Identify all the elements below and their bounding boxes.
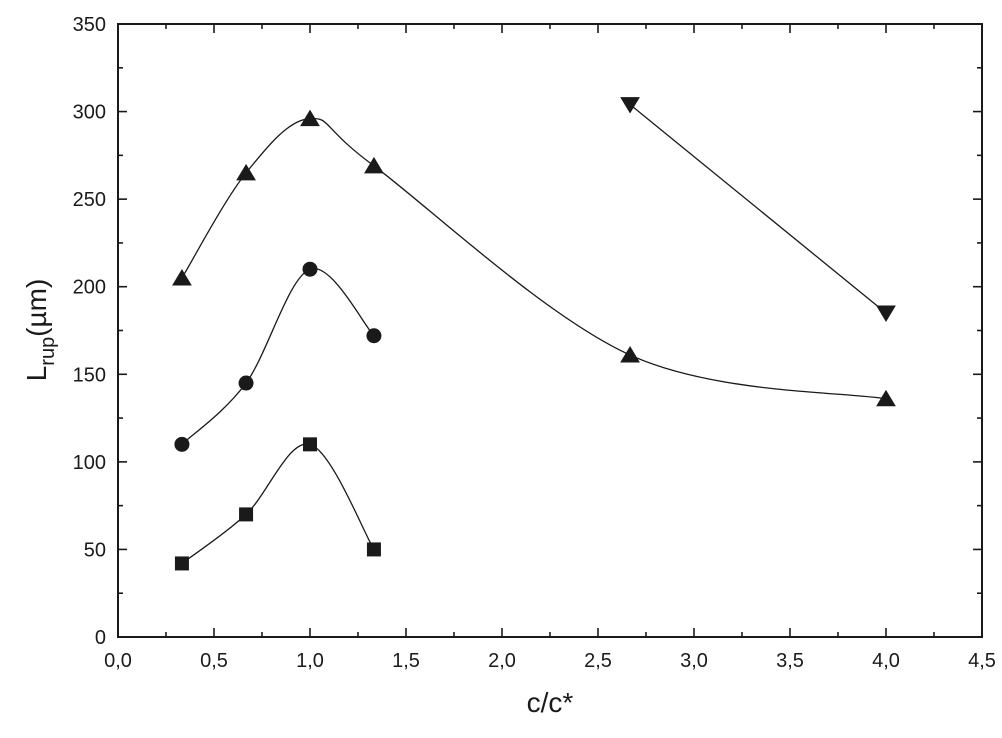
x-tick-label: 3,0 [680,650,708,672]
y-tick-label: 300 [73,102,106,124]
plot-frame [117,23,983,638]
data-point-triangle-up [300,109,320,127]
data-point-square [303,437,317,452]
data-point-triangle-down [620,97,640,114]
data-point-triangle-up [620,346,640,363]
y-tick-label: 0 [95,627,106,649]
x-tick-label: 2,5 [584,650,612,672]
data-point-circle [366,328,382,344]
x-tick-label: 1,5 [392,650,420,672]
data-point-square [174,556,189,571]
ticks-layer [117,23,983,638]
x-axis-title: c/c* [527,687,574,718]
y-axis-title-unit: (µm) [21,279,52,337]
x-tick-label: 0,0 [104,650,132,672]
x-tick-label: 1,0 [296,650,324,672]
data-point-circle [302,261,318,277]
data-point-circle [238,375,254,391]
data-point-triangle-up [236,163,256,181]
x-tick-label: 2,0 [488,650,516,672]
series-curve-circle [181,268,375,445]
y-tick-label: 100 [73,452,106,474]
y-axis-title-main: L [21,366,52,382]
y-tick-label: 150 [73,364,106,386]
series-curve-triangle-up [181,117,887,400]
data-point-triangle-up [172,268,192,286]
data-point-square [239,507,254,522]
data-point-circle [174,436,190,452]
data-point-triangle-up [364,156,384,174]
data-point-triangle-down [876,305,896,322]
x-tick-label: 0,5 [200,650,228,672]
y-tick-label: 250 [73,189,106,211]
y-tick-label: 350 [73,14,106,36]
y-tick-label: 50 [84,539,106,561]
x-tick-label: 4,0 [872,650,900,672]
tick-labels-layer: 0,0 0,5 1,0 1,5 2,0 2,5 3,0 3,5 4,0 4,5 0 50 100 150 2… [73,14,996,672]
x-tick-label: 4,5 [968,650,996,672]
series-curve-triangle-down [629,104,887,314]
curves-layer [181,104,887,564]
y-tick-label: 200 [73,277,106,299]
data-point-square [366,542,381,557]
y-axis-title-subscript: rup [37,337,59,366]
markers-layer [172,97,896,571]
data-point-triangle-up [876,389,896,407]
x-tick-label: 3,5 [776,650,804,672]
y-axis-title: Lrup(µm) [21,279,59,382]
series-curve-square [181,443,375,564]
